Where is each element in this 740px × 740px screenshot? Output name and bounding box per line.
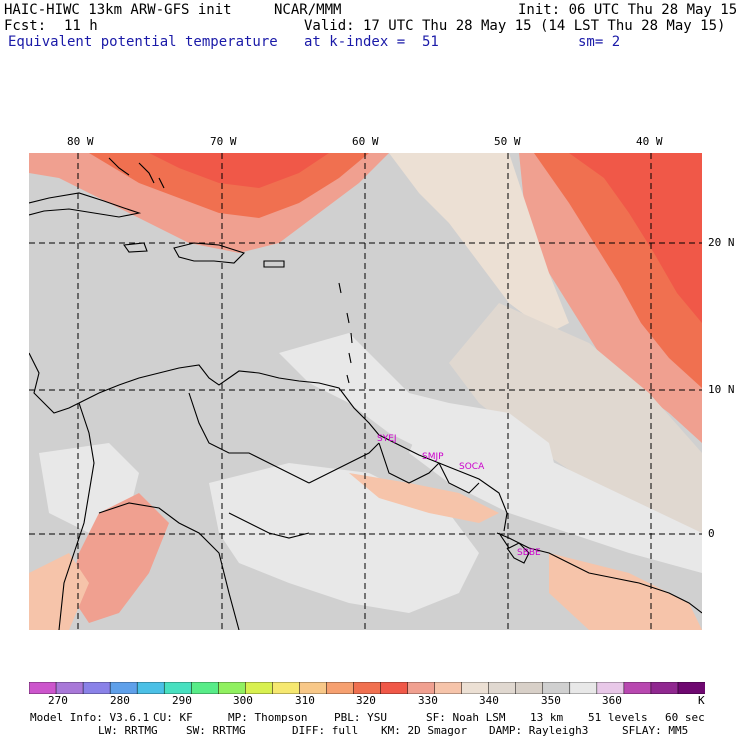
colombia-border [98,502,240,630]
colorbar [29,682,705,694]
guyana-border [308,442,380,484]
cb-label-340: 340 [479,694,499,707]
station-syej: SYEJ [377,434,397,444]
station-soca: SOCA [459,462,485,472]
colorbar-swatch [82,682,111,694]
colorbar-swatch [542,682,571,694]
colorbar-swatch [353,682,382,694]
sa-west-coast [58,402,95,630]
cb-label-350: 350 [541,694,561,707]
footer-model-info: Model Info: V3.6.1 [30,711,150,724]
footer-km: KM: 2D Smagor [381,724,468,737]
warm-region-coast [349,473,499,523]
colorbar-swatch [190,682,220,694]
init-time: Init: 06 UTC Thu 28 May 15 [518,2,738,18]
lon-label-50w: 50 W [494,135,521,148]
level-info: at k-index = 51 [304,34,439,50]
footer-sflay: SFLAY: MM5 [622,724,689,737]
warm-region-andes [69,493,169,623]
station-labels: SYEJ SMJP SOCA SBBE [377,434,541,558]
colorbar-swatch [136,682,165,694]
cb-label-310: 310 [295,694,315,707]
forecast-label: Fcst: [4,18,47,34]
fguiana-border [438,462,480,494]
colorbar-swatch [623,682,652,694]
hispaniola-coast [173,242,246,264]
central-america-coast [29,352,80,414]
lesser-antilles [338,282,353,384]
lat-label-20n: 20 N [708,236,735,249]
sa-east-coast [496,532,702,614]
cb-label-360: 360 [602,694,622,707]
colorbar-swatch [272,682,301,694]
sa-north-coast [78,364,508,532]
mid-band [449,303,702,553]
brazil-interior-border [228,512,310,539]
footer-mp: MP: Thompson [228,711,308,724]
footer-pbl: PBL: YSU [334,711,387,724]
station-sbbe: SBBE [517,548,541,558]
footer-resolution: 13 km [530,711,564,724]
cuba-coast [29,192,142,218]
smoothing-info: sm= 2 [578,34,621,50]
field-name: Equivalent potential temperature [8,34,278,50]
footer-diff: DIFF: full [292,724,359,737]
lon-label-70w: 70 W [210,135,237,148]
puerto-rico-coast [263,260,285,268]
bahamas-coast [108,157,165,189]
lat-label-0: 0 [708,527,715,540]
footer-sw: SW: RRTMG [186,724,246,737]
footer-sf: SF: Noah LSM [426,711,506,724]
cb-label-290: 290 [172,694,192,707]
amazon-mouth [498,532,530,564]
colorbar-swatch [380,682,409,694]
model-title: HAIC-HIWC 13km ARW-GFS init [4,2,232,18]
colorbar-swatch [29,682,57,694]
valid-time: Valid: 17 UTC Thu 28 May 15 (14 LST Thu … [304,18,726,34]
colorbar-swatch [407,682,436,694]
venezuela-border [188,392,310,484]
suriname-border [378,442,440,484]
colorbar-swatch [569,682,598,694]
colorbar-swatch [326,682,355,694]
pale-region-equatorial [409,403,702,573]
colorbar-swatch [488,682,517,694]
footer-levels: 51 levels [588,711,648,724]
warm-region-caribbean-core [149,153,329,188]
warm-region-sw [29,553,89,630]
footer-timestep: 60 sec [665,711,705,724]
cb-label-270: 270 [48,694,68,707]
colorbar-swatch [163,682,192,694]
colorbar-swatch [461,682,490,694]
warm-region-ne-core [569,153,702,323]
jamaica-coast [123,242,148,253]
cb-label-330: 330 [418,694,438,707]
colorbar-swatch [677,682,705,694]
cb-unit: K [698,694,705,707]
lon-label-60w: 60 W [352,135,379,148]
colorbar-swatch [650,682,679,694]
colorbar-swatch [109,682,138,694]
lat-label-10n: 10 N [708,383,735,396]
lon-label-40w: 40 W [636,135,663,148]
forecast-hour: 11 h [64,18,98,34]
coastlines [29,157,702,630]
footer-lw: LW: RRTMG [98,724,158,737]
colorbar-swatch [596,682,625,694]
colorbar-swatch [434,682,463,694]
theta-e-map: SYEJ SMJP SOCA SBBE [29,153,702,630]
colorbar-swatch [245,682,274,694]
cb-label-320: 320 [356,694,376,707]
colorbar-swatch [515,682,544,694]
cb-label-300: 300 [233,694,253,707]
station-smjp: SMJP [422,452,444,462]
footer-cu: CU: KF [153,711,193,724]
lon-label-80w: 80 W [67,135,94,148]
colorbar-swatch [218,682,247,694]
colorbar-swatch [55,682,84,694]
footer-damp: DAMP: Rayleigh3 [489,724,589,737]
colorbar-swatch [299,682,328,694]
cb-label-280: 280 [110,694,130,707]
center-label: NCAR/MMM [274,2,342,18]
